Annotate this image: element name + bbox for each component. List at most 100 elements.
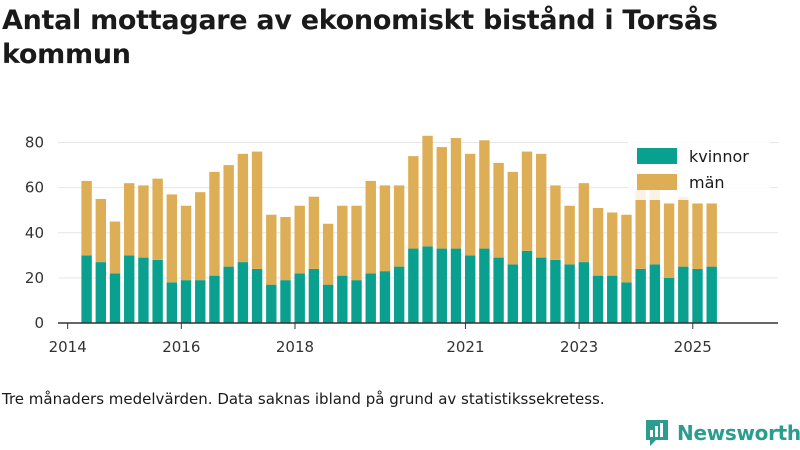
bar-kvinnor-2 bbox=[109, 273, 121, 323]
legend-swatch-kvinnor bbox=[637, 148, 677, 164]
bar-man-13 bbox=[266, 214, 277, 285]
legend-swatch-man bbox=[637, 174, 677, 190]
bar-man-35 bbox=[578, 183, 590, 263]
y-tick-label-20: 20 bbox=[25, 269, 44, 287]
bar-kvinnor-6 bbox=[166, 282, 178, 323]
bar-kvinnor-39 bbox=[635, 268, 646, 323]
bar-man-43 bbox=[692, 203, 703, 269]
bar-man-11 bbox=[237, 153, 249, 263]
bar-man-19 bbox=[351, 205, 362, 281]
y-tick-label-40: 40 bbox=[25, 224, 44, 242]
bar-man-17 bbox=[322, 223, 334, 285]
bar-man-0 bbox=[81, 180, 92, 256]
bar-kvinnor-21 bbox=[379, 271, 391, 323]
bar-man-36 bbox=[592, 207, 604, 276]
bar-kvinnor-9 bbox=[209, 275, 220, 323]
bar-man-3 bbox=[124, 183, 135, 256]
bar-man-8 bbox=[195, 192, 206, 281]
bar-kvinnor-43 bbox=[692, 268, 703, 323]
bar-man-27 bbox=[464, 153, 476, 256]
bar-kvinnor-20 bbox=[365, 273, 376, 323]
axes: 0 20 40 60 80 2014 2016 2018 2021 2023 2025 bbox=[25, 134, 778, 356]
bar-kvinnor-14 bbox=[280, 280, 291, 323]
bar-kvinnor-33 bbox=[550, 259, 561, 323]
bar-man-30 bbox=[507, 171, 519, 265]
x-tick-label-2016: 2016 bbox=[162, 338, 200, 356]
bar-kvinnor-19 bbox=[351, 280, 362, 323]
bar-kvinnor-10 bbox=[223, 266, 234, 323]
bar-man-18 bbox=[337, 205, 348, 276]
x-tick-label-2025: 2025 bbox=[674, 338, 712, 356]
bar-man-16 bbox=[308, 196, 320, 269]
bar-kvinnor-0 bbox=[81, 255, 92, 323]
bar-kvinnor-1 bbox=[95, 262, 107, 323]
bar-man-10 bbox=[223, 165, 234, 267]
bar-man-41 bbox=[663, 203, 675, 278]
bar-kvinnor-27 bbox=[464, 255, 476, 323]
legend: kvinnor män bbox=[628, 142, 770, 200]
bar-man-28 bbox=[479, 140, 490, 249]
bar-kvinnor-36 bbox=[592, 275, 604, 323]
y-tick-label-0: 0 bbox=[34, 314, 44, 332]
bar-man-25 bbox=[436, 147, 447, 249]
bar-man-7 bbox=[180, 205, 192, 281]
bar-man-44 bbox=[706, 203, 717, 267]
bar-man-12 bbox=[251, 151, 263, 269]
bar-man-38 bbox=[621, 214, 632, 283]
bar-kvinnor-32 bbox=[536, 257, 547, 323]
bar-man-26 bbox=[450, 138, 462, 249]
bar-man-37 bbox=[607, 212, 618, 276]
bar-kvinnor-3 bbox=[124, 255, 135, 323]
bar-man-40 bbox=[649, 189, 661, 265]
bar-man-6 bbox=[166, 194, 178, 283]
bar-man-42 bbox=[678, 196, 689, 267]
bar-chart-speech-bubble-icon bbox=[646, 420, 668, 446]
bar-man-24 bbox=[422, 135, 433, 247]
bar-kvinnor-31 bbox=[521, 250, 533, 323]
footnote: Tre månaders medelvärden. Data saknas ib… bbox=[2, 390, 605, 408]
bar-kvinnor-42 bbox=[678, 266, 689, 323]
bar-kvinnor-41 bbox=[663, 277, 675, 323]
bar-man-29 bbox=[493, 162, 504, 258]
legend-label-man: män bbox=[689, 173, 725, 192]
bar-man-33 bbox=[550, 185, 561, 260]
bar-kvinnor-13 bbox=[266, 284, 277, 323]
bar-man-2 bbox=[109, 221, 121, 274]
bar-man-15 bbox=[294, 205, 305, 274]
x-tick-label-2018: 2018 bbox=[276, 338, 314, 356]
bar-man-34 bbox=[564, 205, 575, 265]
bar-kvinnor-17 bbox=[322, 284, 334, 323]
bar-kvinnor-5 bbox=[152, 259, 163, 323]
bar-kvinnor-7 bbox=[180, 280, 192, 323]
bar-kvinnor-8 bbox=[195, 280, 206, 323]
y-tick-label-60: 60 bbox=[25, 179, 44, 197]
brand-logo[interactable]: Newsworthy bbox=[644, 418, 800, 448]
bar-kvinnor-25 bbox=[436, 248, 447, 323]
bar-man-20 bbox=[365, 180, 376, 274]
bar-man-9 bbox=[209, 171, 220, 276]
chart-title: Antal mottagare av ekonomiskt bistånd i … bbox=[2, 5, 718, 70]
bar-kvinnor-35 bbox=[578, 262, 590, 323]
legend-label-kvinnor: kvinnor bbox=[689, 147, 749, 166]
bar-kvinnor-22 bbox=[393, 266, 405, 323]
bar-kvinnor-18 bbox=[337, 275, 348, 323]
bar-man-23 bbox=[408, 156, 419, 249]
bar-kvinnor-16 bbox=[308, 268, 320, 323]
y-tick-label-80: 80 bbox=[25, 134, 44, 152]
bars bbox=[81, 135, 717, 323]
bar-man-21 bbox=[379, 185, 391, 272]
bar-kvinnor-11 bbox=[237, 262, 249, 323]
bar-kvinnor-4 bbox=[138, 257, 149, 323]
bar-man-22 bbox=[393, 185, 405, 267]
bar-kvinnor-30 bbox=[507, 264, 519, 323]
bar-kvinnor-28 bbox=[479, 248, 490, 323]
x-tick-label-2021: 2021 bbox=[446, 338, 484, 356]
bar-man-14 bbox=[280, 216, 291, 281]
bar-kvinnor-26 bbox=[450, 248, 462, 323]
bar-kvinnor-29 bbox=[493, 257, 504, 323]
bar-kvinnor-38 bbox=[621, 282, 632, 323]
bar-man-1 bbox=[95, 198, 107, 263]
bar-kvinnor-40 bbox=[649, 264, 661, 323]
bar-man-5 bbox=[152, 178, 163, 260]
x-tick-label-2014: 2014 bbox=[49, 338, 87, 356]
